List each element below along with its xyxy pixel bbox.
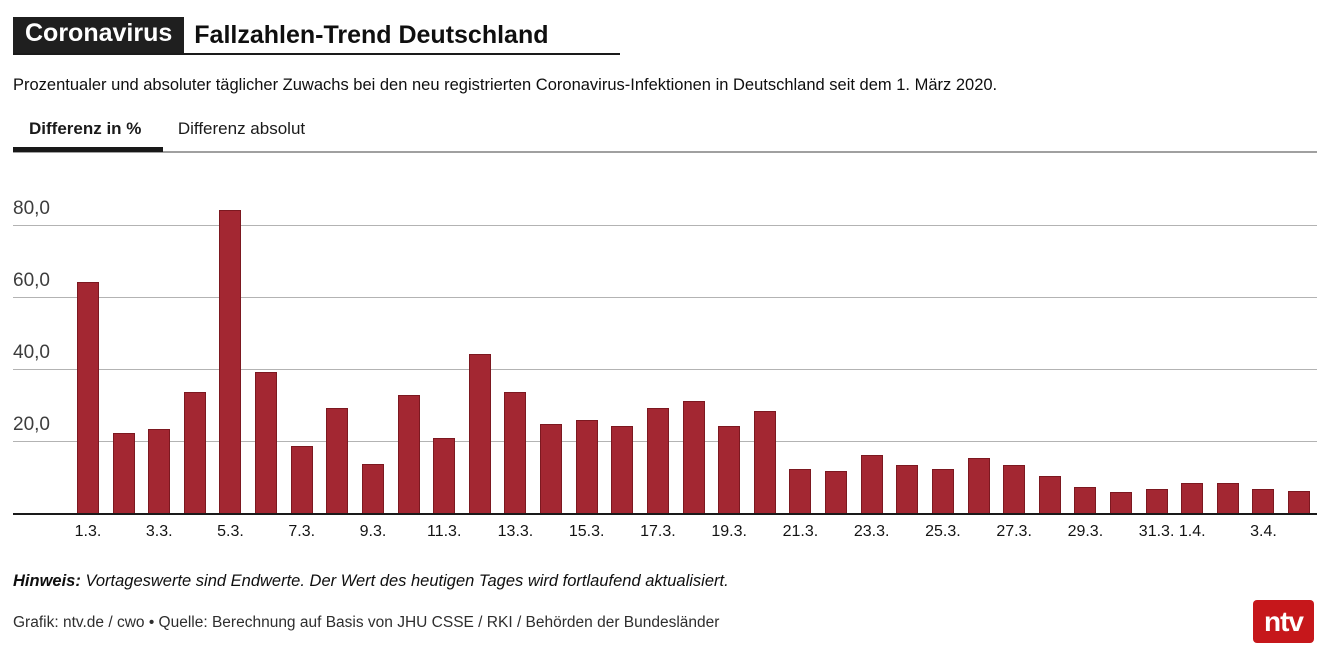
bar-8.3.[interactable]	[326, 407, 349, 514]
bar-18.3.[interactable]	[682, 400, 705, 514]
bar-16.3.[interactable]	[611, 425, 634, 514]
chart-note-label: Hinweis:	[13, 572, 81, 590]
x-tick-label: 9.3.	[359, 523, 387, 540]
x-tick-label: 5.3.	[217, 523, 244, 540]
bar-23.3.[interactable]	[860, 454, 883, 514]
bar-30.3.[interactable]	[1109, 492, 1132, 514]
bar-4.3.[interactable]	[183, 391, 206, 514]
y-tick-label: 60,0	[13, 270, 50, 291]
x-axis-baseline	[13, 513, 1317, 515]
bar-5.3.[interactable]	[219, 209, 242, 514]
x-tick-label: 25.3.	[925, 523, 961, 540]
bar-13.3.[interactable]	[504, 391, 527, 514]
x-tick-label: 11.3.	[426, 523, 462, 540]
bar-26.3.[interactable]	[967, 458, 990, 514]
bar-29.3.[interactable]	[1074, 487, 1097, 514]
x-tick-label: 13.3.	[497, 523, 534, 540]
plot-area: 20,0 40,0 60,0 80,0 1.3. 3.3. 5.3. 7.3. 9.3. 11.3…	[13, 190, 1317, 540]
bar-24.3.[interactable]	[896, 465, 919, 514]
x-tick-label: 1.3.	[74, 523, 102, 540]
bar-6.3.[interactable]	[255, 371, 278, 514]
active-tab-indicator	[13, 147, 163, 152]
x-tick-label: 29.3.	[1067, 523, 1104, 540]
bar-2.4.[interactable]	[1216, 483, 1239, 514]
bar-21.3.[interactable]	[789, 469, 812, 514]
x-tick-label: 1.4.	[1178, 523, 1206, 540]
bar-3.3.[interactable]	[148, 429, 171, 514]
y-tick-label: 80,0	[13, 198, 50, 219]
chart-subtitle: Prozentualer und absoluter täglicher Zuw…	[13, 76, 998, 94]
bar-1.3.[interactable]	[77, 281, 99, 514]
bar-9.3.[interactable]	[361, 463, 384, 514]
bar-20.3.[interactable]	[753, 411, 776, 514]
tab-divider-line	[13, 151, 1317, 153]
gridline	[13, 224, 1317, 226]
bar-10.3.[interactable]	[397, 395, 420, 514]
y-tick-label: 20,0	[13, 414, 50, 435]
gridline	[13, 368, 1317, 370]
y-tick-label: 40,0	[13, 342, 50, 363]
bar-19.3.[interactable]	[718, 425, 741, 514]
tab-bar: Differenz in % Differenz absolut	[13, 119, 321, 139]
x-tick-label: 7.3.	[288, 523, 316, 540]
chart-note: Hinweis: Vortageswerte sind Endwerte. De…	[13, 572, 729, 591]
x-tick-label: 3.4.	[1250, 523, 1277, 540]
page-title: Fallzahlen-Trend Deutschland	[194, 21, 549, 49]
kicker-badge: Coronavirus	[13, 17, 185, 53]
x-tick-label: 19.3.	[711, 523, 747, 540]
bar-1.4.[interactable]	[1181, 483, 1204, 514]
bar-11.3.[interactable]	[433, 438, 456, 514]
bar-28.3.[interactable]	[1038, 476, 1061, 514]
x-tick-label: 23.3.	[853, 523, 890, 540]
x-tick-label: 15.3.	[568, 523, 605, 540]
bar-3.4.[interactable]	[1252, 488, 1275, 514]
bar-14.3.[interactable]	[540, 424, 563, 514]
x-tick-label: 17.3.	[640, 523, 676, 540]
x-tick-label: 31.3.	[1138, 523, 1175, 540]
chart-note-text: Vortageswerte sind Endwerte. Der Wert de…	[80, 572, 729, 590]
bar-12.3.[interactable]	[468, 353, 491, 514]
x-tick-label: 3.3.	[145, 523, 173, 540]
tab-differenz-absolut[interactable]: Differenz absolut	[177, 119, 306, 138]
bar-31.3.[interactable]	[1145, 488, 1168, 514]
title-underline	[13, 53, 620, 55]
header: Coronavirus Fallzahlen-Trend Deutschland	[13, 17, 549, 53]
source-credit: Grafik: ntv.de / cwo • Quelle: Berechnun…	[13, 614, 720, 631]
bar-2.3.[interactable]	[112, 433, 135, 514]
bar-27.3.[interactable]	[1003, 465, 1026, 514]
gridline	[13, 296, 1317, 298]
tab-differenz-prozent[interactable]: Differenz in %	[29, 119, 142, 138]
bar-4.4.[interactable]	[1288, 490, 1311, 514]
bar-15.3.[interactable]	[575, 420, 598, 514]
bar-17.3.[interactable]	[646, 407, 669, 514]
x-tick-label: 21.3.	[782, 523, 819, 540]
x-tick-label: 27.3.	[996, 523, 1032, 540]
ntv-logo: ntv	[1253, 600, 1314, 643]
bar-25.3.[interactable]	[931, 469, 954, 514]
ntv-logo-text: ntv	[1264, 605, 1304, 637]
bar-7.3.[interactable]	[290, 445, 313, 514]
bar-22.3.[interactable]	[825, 470, 848, 514]
